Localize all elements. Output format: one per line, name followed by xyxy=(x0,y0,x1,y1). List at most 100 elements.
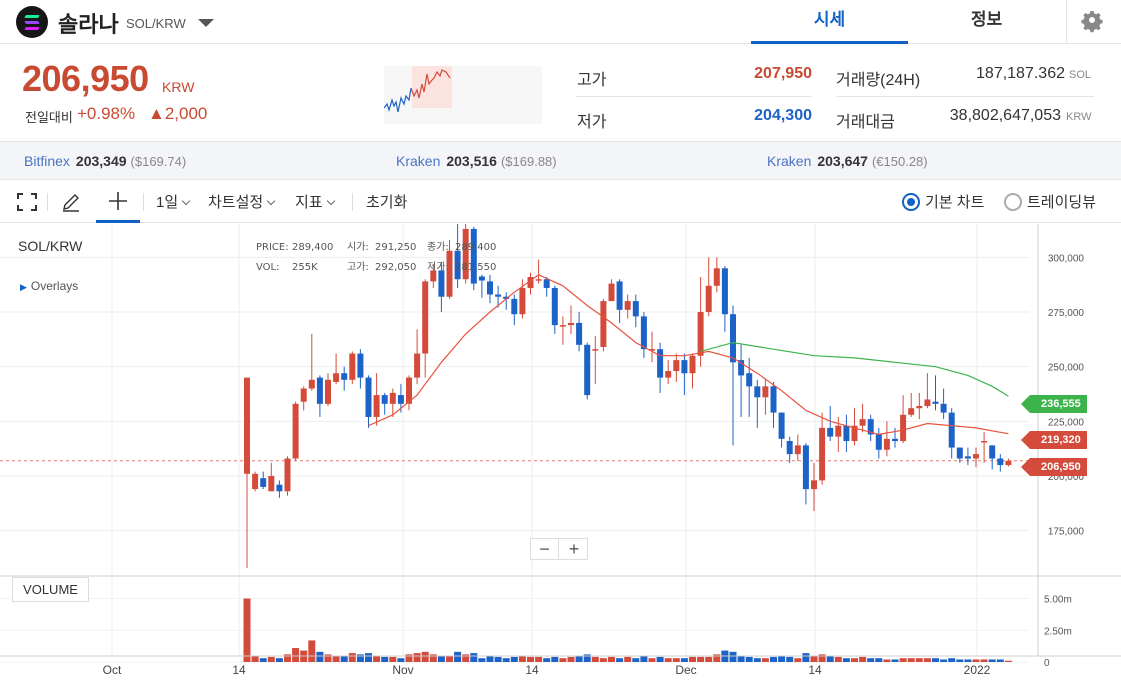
zoom-out-button[interactable]: − xyxy=(531,539,559,559)
chart-toolbar: 1일 차트설정 지표 초기화 기본 차트 트레이딩뷰 xyxy=(0,181,1121,223)
candle-body xyxy=(867,419,874,435)
indicators-dropdown[interactable]: 지표 xyxy=(295,191,335,212)
candle-body xyxy=(689,355,696,374)
candle-body xyxy=(276,484,283,492)
candle-body xyxy=(835,425,842,437)
candle-body xyxy=(535,279,542,281)
overlays-toggle[interactable]: ▶ Overlays xyxy=(20,279,78,293)
volume-bar xyxy=(608,656,615,662)
exchange-price-foreign: (€150.28) xyxy=(871,154,928,169)
triangle-right-icon: ▶ xyxy=(20,282,27,292)
tab-quote[interactable]: 시세 xyxy=(751,0,908,44)
ma-line xyxy=(700,341,1009,397)
volume-tick-label: 0 xyxy=(1044,658,1050,669)
ohlc-close: 289,400 xyxy=(455,242,497,253)
candle-body xyxy=(981,441,988,443)
fullscreen-button[interactable] xyxy=(17,193,37,215)
chart-canvas[interactable]: 300,000 275,000 250,000 225,000 200,000 175,0… xyxy=(0,224,1121,684)
volume-label: 거래량(24H) xyxy=(836,72,921,89)
candle-body xyxy=(527,277,534,288)
change-amount: ▲2,000 xyxy=(148,104,208,123)
exchange-item[interactable]: Bitfinex 203,349 ($169.74) xyxy=(24,153,186,169)
volume-bar xyxy=(559,658,567,662)
exchange-item[interactable]: Kraken 203,647 (€150.28) xyxy=(767,153,928,169)
divider xyxy=(47,193,48,211)
exchange-name: Bitfinex xyxy=(24,153,70,169)
candle-body xyxy=(819,427,826,481)
candle-body xyxy=(892,438,898,442)
volume-bar xyxy=(446,655,453,662)
ohlc-low-label: 저가: xyxy=(427,262,449,273)
volume-bar xyxy=(689,656,696,662)
reset-button[interactable]: 초기화 xyxy=(366,194,408,211)
volume-bar xyxy=(859,656,867,662)
trade-value-unit: KRW xyxy=(1066,111,1092,123)
candle-body xyxy=(325,379,331,404)
volume-bar xyxy=(567,656,575,662)
candle-body xyxy=(381,395,388,404)
volume-bar xyxy=(907,658,915,662)
low-label: 저가 xyxy=(577,114,607,131)
candle-body xyxy=(268,475,275,492)
candle-body xyxy=(551,287,558,326)
price-chart[interactable]: 300,000 275,000 250,000 225,000 200,000 175,0… xyxy=(0,224,1121,684)
exchange-item[interactable]: Kraken 203,516 ($169.88) xyxy=(396,153,557,169)
draw-button[interactable] xyxy=(61,192,81,216)
candle-body xyxy=(681,360,688,374)
candle-body xyxy=(964,456,971,459)
exchange-price-foreign: ($169.88) xyxy=(500,154,557,169)
volume-label[interactable]: VOLUME xyxy=(12,577,89,602)
candle-body xyxy=(989,445,996,459)
candle-body xyxy=(730,314,736,363)
candle-body xyxy=(665,371,672,378)
x-tick-label: 14 xyxy=(232,663,246,677)
interval-dropdown[interactable]: 1일 xyxy=(156,191,191,212)
basic-chart-label[interactable]: 기본 차트 xyxy=(925,194,985,211)
candle-body xyxy=(770,386,777,413)
volume-bar xyxy=(761,658,769,662)
volume-bar xyxy=(737,655,745,662)
chevron-down-icon xyxy=(326,196,335,206)
candle-body xyxy=(592,349,599,351)
candle-body xyxy=(900,414,907,442)
volume-bar xyxy=(429,654,437,662)
coin-dropdown-icon[interactable] xyxy=(198,19,214,27)
volume-bar xyxy=(883,659,891,662)
volume-bar xyxy=(802,653,810,662)
candle-body xyxy=(389,392,396,404)
chart-settings-dropdown[interactable]: 차트설정 xyxy=(208,191,276,212)
volume-bar xyxy=(672,658,680,662)
volume-bar xyxy=(656,656,664,662)
basic-chart-radio[interactable] xyxy=(902,193,920,211)
volume-bar xyxy=(648,658,656,662)
tradingview-radio[interactable] xyxy=(1004,193,1022,211)
tradingview-label[interactable]: 트레이딩뷰 xyxy=(1027,194,1097,211)
candle-body xyxy=(705,285,712,313)
candle-body xyxy=(584,344,591,396)
candle-body xyxy=(487,281,493,295)
y-tick-label: 200,000 xyxy=(1048,472,1085,483)
candle-body xyxy=(600,301,607,347)
volume-bar xyxy=(470,653,478,662)
candle-body xyxy=(802,445,809,490)
settings-button[interactable] xyxy=(1066,0,1121,44)
tab-info[interactable]: 정보 xyxy=(970,10,1003,30)
coin-pair: SOL/KRW xyxy=(126,16,186,31)
candle-body xyxy=(640,316,647,350)
volume-bar xyxy=(583,654,591,662)
ohlc-close-label: 종가: xyxy=(427,242,449,253)
volume-bar xyxy=(535,656,543,662)
high-value: 207,950 xyxy=(754,65,812,82)
volume-bar xyxy=(770,656,777,662)
trade-value-label: 거래대금 xyxy=(836,114,895,131)
chevron-down-icon xyxy=(181,196,191,206)
coin-name: 솔라나 xyxy=(58,13,119,38)
ohlc-vol: 255K xyxy=(292,262,318,273)
volume-bar xyxy=(510,656,518,662)
crosshair-button[interactable] xyxy=(96,181,140,223)
candle-body xyxy=(657,349,664,378)
zoom-in-button[interactable]: + xyxy=(568,539,580,559)
volume-bar xyxy=(486,655,494,662)
x-tick-label: Nov xyxy=(392,663,413,677)
volume-value: 187,187.362 xyxy=(976,65,1065,82)
